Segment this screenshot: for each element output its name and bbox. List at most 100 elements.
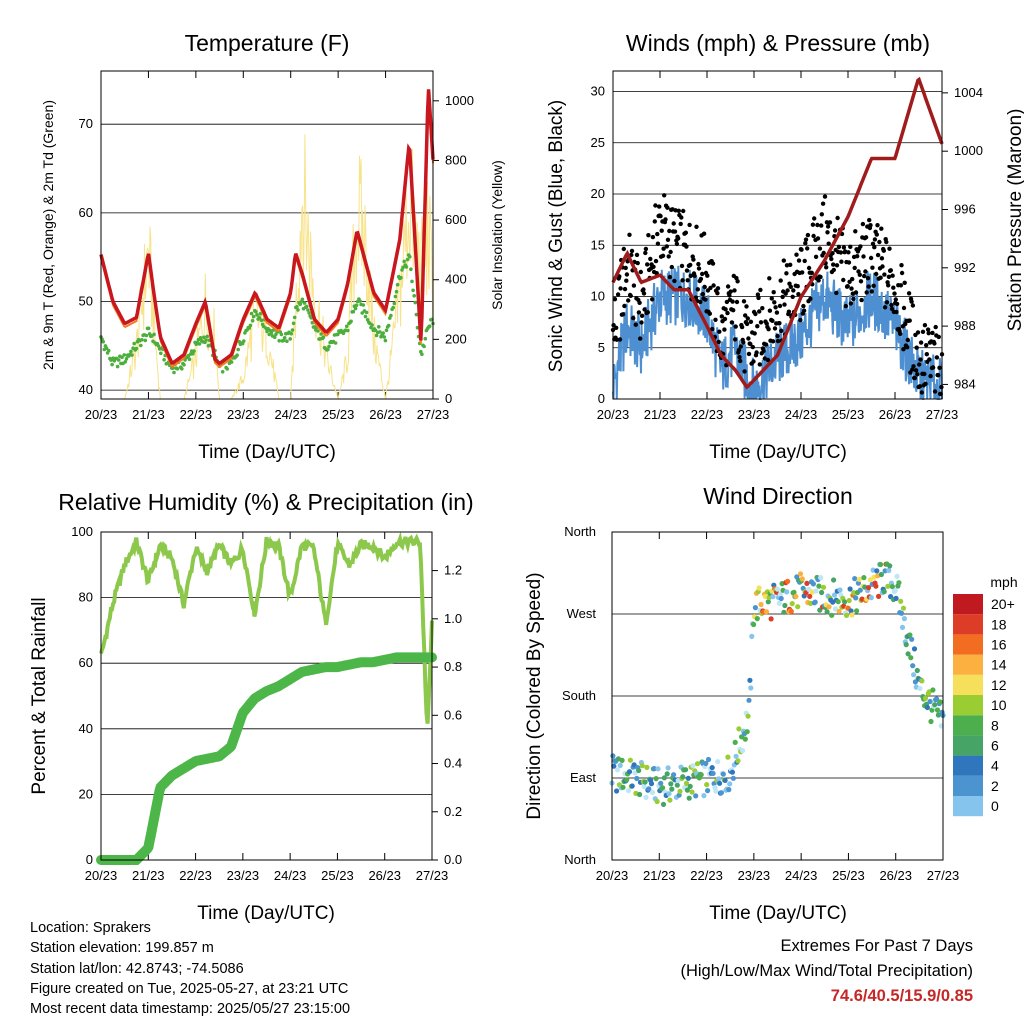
direction-point xyxy=(727,781,733,787)
direction-point xyxy=(631,762,637,768)
direction-point xyxy=(886,567,892,574)
gust-point xyxy=(719,314,724,319)
dewpoint-point xyxy=(124,357,129,361)
dewpoint-point xyxy=(336,332,340,337)
direction-point xyxy=(911,672,917,678)
gust-point xyxy=(831,267,836,273)
gust-point xyxy=(863,235,869,240)
direction-point xyxy=(894,573,900,580)
dewpoint-point xyxy=(134,346,139,351)
direction-point xyxy=(806,586,812,592)
gust-point xyxy=(703,297,708,302)
direction-point xyxy=(929,707,935,713)
direction-point xyxy=(637,791,643,798)
gust-point xyxy=(684,244,689,249)
gust-point xyxy=(877,239,882,245)
direction-point xyxy=(781,609,787,615)
dewpoint-point xyxy=(422,344,426,349)
direction-point xyxy=(791,589,797,596)
speed-legend-swatch xyxy=(953,755,983,776)
gust-point xyxy=(815,236,821,241)
gust-point xyxy=(902,280,907,285)
gust-point xyxy=(618,286,623,291)
gust-point xyxy=(920,329,926,334)
dewpoint-point xyxy=(351,309,356,314)
humidity-xtick-label: 26/23 xyxy=(368,868,401,883)
gust-point xyxy=(870,265,875,270)
gust-point xyxy=(639,313,645,318)
direction-point xyxy=(698,772,704,778)
speed-legend-swatch xyxy=(953,775,983,796)
gust-point xyxy=(866,284,871,289)
direction-point xyxy=(816,583,822,589)
humidity-panel: Relative Humidity (%) & Precipitation (i… xyxy=(29,489,474,924)
gust-point xyxy=(722,316,728,322)
gust-point xyxy=(751,359,756,364)
direction-point xyxy=(785,578,791,585)
direction-point xyxy=(903,642,909,648)
direction-point xyxy=(624,777,630,783)
gust-point xyxy=(767,276,772,281)
direction-point xyxy=(899,610,905,616)
direction-point xyxy=(812,599,818,605)
winds-y2tick-label: 992 xyxy=(954,260,976,275)
gust-point xyxy=(927,357,932,362)
dewpoint-point xyxy=(258,311,263,316)
gust-point xyxy=(773,305,778,310)
direction-point xyxy=(641,784,647,790)
dewpoint-point xyxy=(393,294,398,299)
direction-point xyxy=(878,571,885,578)
direction-point xyxy=(713,788,719,794)
gust-point xyxy=(638,336,643,341)
humidity-xtick-label: 20/23 xyxy=(85,868,118,883)
gust-point xyxy=(802,258,807,264)
dewpoint-point xyxy=(285,339,289,344)
dewpoint-point xyxy=(391,305,396,310)
dewpoint-point xyxy=(191,352,195,356)
gust-point xyxy=(868,255,874,261)
direction-point xyxy=(797,571,804,577)
direction-point xyxy=(694,761,701,767)
gust-point xyxy=(695,287,700,292)
direction-point xyxy=(686,795,692,801)
humidity-y2tick-label: 0.4 xyxy=(444,756,462,771)
gust-point xyxy=(615,292,621,297)
gust-point xyxy=(634,252,640,258)
gust-point xyxy=(641,287,646,292)
gust-point xyxy=(653,258,659,264)
gust-point xyxy=(868,223,873,228)
temperature-title: Temperature (F) xyxy=(185,30,350,56)
gust-point xyxy=(668,249,673,255)
gust-point xyxy=(822,194,828,199)
gust-point xyxy=(671,221,676,226)
gust-point xyxy=(622,286,628,292)
direction-point xyxy=(865,585,872,591)
humidity-y2tick-label: 0.6 xyxy=(444,707,462,722)
direction-point xyxy=(642,779,648,785)
speed-legend-label: 4 xyxy=(991,758,999,774)
gust-point xyxy=(715,286,721,291)
dewpoint-point xyxy=(159,351,163,356)
gust-point xyxy=(907,318,912,323)
gust-point xyxy=(915,372,920,377)
gust-point xyxy=(874,232,879,237)
direction-point xyxy=(917,685,923,692)
gust-point xyxy=(863,269,868,274)
gust-point xyxy=(713,317,718,322)
speed-legend-label: 12 xyxy=(991,677,1007,693)
dewpoint-point xyxy=(247,326,252,330)
winds-title: Winds (mph) & Pressure (mb) xyxy=(626,30,930,56)
gust-point xyxy=(756,295,761,301)
gust-point xyxy=(621,246,626,252)
direction-point xyxy=(722,777,728,784)
figure-created: Figure created on Tue, 2025-05-27, at 23… xyxy=(30,980,349,997)
dewpoint-point xyxy=(420,352,424,357)
dewpoint-point xyxy=(110,362,114,367)
gust-point xyxy=(861,254,866,259)
gust-point xyxy=(746,336,751,341)
direction-point xyxy=(730,775,737,781)
gust-point xyxy=(806,265,812,271)
humidity-ytick-label: 60 xyxy=(79,655,93,670)
gust-point xyxy=(937,365,942,370)
gust-point xyxy=(771,290,776,295)
